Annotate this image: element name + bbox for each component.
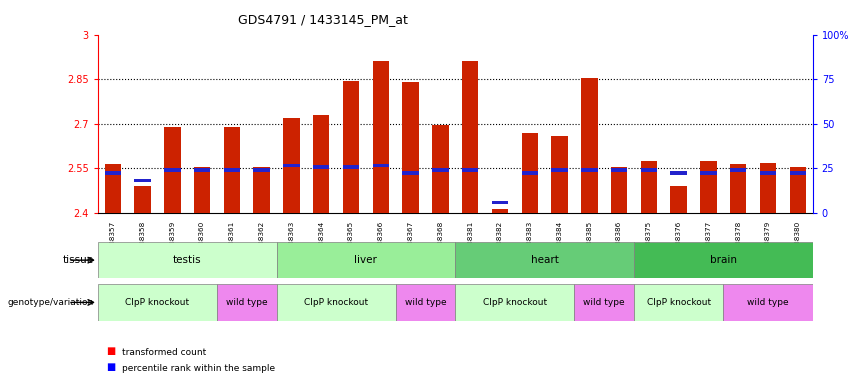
Bar [164,127,180,213]
Bar [403,171,419,175]
Bar [760,171,776,175]
Bar [581,78,597,213]
Text: testis: testis [173,255,202,265]
Text: ■: ■ [106,346,116,356]
Bar [634,242,813,278]
Bar [492,201,508,205]
Bar [671,186,687,213]
Bar [760,162,776,213]
Bar [790,167,806,213]
Bar [790,171,806,175]
Text: ■: ■ [106,362,116,372]
Bar [641,168,657,172]
Bar [700,171,717,175]
Bar [551,168,568,172]
Bar [462,61,478,213]
Bar [455,242,634,278]
Text: liver: liver [355,255,377,265]
Bar [224,168,240,172]
Bar [730,168,746,172]
Bar [254,167,270,213]
Text: ClpP knockout: ClpP knockout [483,298,547,307]
Text: wild type: wild type [226,298,267,307]
Text: heart: heart [531,255,558,265]
Bar [105,171,121,175]
Bar [634,284,723,321]
Bar [224,127,240,213]
Text: brain: brain [710,255,737,265]
Bar [134,179,151,182]
Text: ClpP knockout: ClpP knockout [647,298,711,307]
Bar [134,186,151,213]
Bar [343,81,359,213]
Bar [313,115,329,213]
Bar [611,167,627,213]
Bar [313,165,329,169]
Bar [723,284,813,321]
Bar [432,168,448,172]
Bar [283,164,300,167]
Bar [98,284,217,321]
Bar [462,168,478,172]
Bar [574,284,634,321]
Text: tissue: tissue [62,255,94,265]
Bar [343,165,359,169]
Bar [581,168,597,172]
Text: genotype/variation: genotype/variation [8,298,94,307]
Bar [522,133,538,213]
Bar [164,168,180,172]
Bar [730,164,746,213]
Text: wild type: wild type [405,298,446,307]
Text: ClpP knockout: ClpP knockout [125,298,190,307]
Bar [277,284,396,321]
Text: GDS4791 / 1433145_PM_at: GDS4791 / 1433145_PM_at [238,13,408,26]
Text: percentile rank within the sample: percentile rank within the sample [122,364,275,373]
Bar [671,171,687,175]
Text: transformed count: transformed count [122,348,206,357]
Bar [700,161,717,213]
Bar [373,164,389,167]
Bar [373,61,389,213]
Text: ClpP knockout: ClpP knockout [304,298,368,307]
Text: wild type: wild type [747,298,789,307]
Bar [455,284,574,321]
Text: wild type: wild type [584,298,625,307]
Bar [432,125,448,213]
Bar [194,168,210,172]
Bar [641,161,657,213]
Bar [492,209,508,213]
Bar [194,167,210,213]
Bar [254,168,270,172]
Bar [551,136,568,213]
Bar [403,82,419,213]
Bar [277,242,455,278]
Bar [283,118,300,213]
Bar [217,284,277,321]
Bar [611,168,627,172]
Bar [522,171,538,175]
Bar [105,164,121,213]
Bar [396,284,455,321]
Bar [98,242,277,278]
